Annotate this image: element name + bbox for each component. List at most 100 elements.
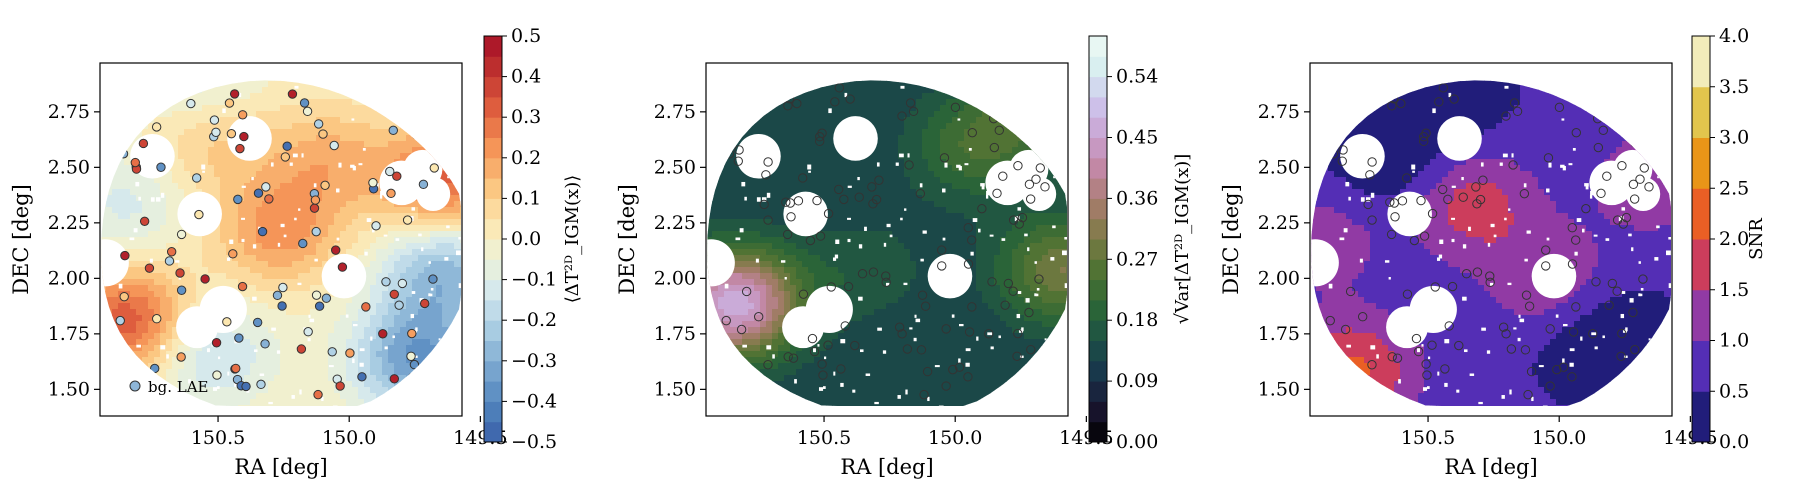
lae-marker (1008, 286, 1018, 296)
lae-marker (320, 180, 330, 191)
lae-marker (786, 212, 796, 222)
y-tick-label: 2.25 (1258, 212, 1300, 234)
colorbar-2: 0.54 0.45 0.36 0.27 0.18 0.09 0.00 √Var[ΔT²ᴰ_IG… (1088, 35, 1193, 453)
lae-marker (741, 286, 752, 297)
x-axis-label: RA [deg] (1444, 455, 1537, 479)
heatmap-1 (101, 80, 461, 407)
plot-frame (705, 62, 1069, 417)
lae-marker (1387, 352, 1397, 362)
lae-marker (1540, 245, 1551, 255)
lae-marker (345, 348, 355, 358)
lae-marker (1338, 145, 1348, 155)
lae-marker (1630, 344, 1640, 355)
lae-marker (1367, 157, 1377, 167)
lae-marker (874, 175, 884, 185)
colorbar-tick-label: 0.0 (1719, 431, 1749, 453)
lae-marker (222, 317, 232, 327)
lae-marker (1024, 307, 1034, 318)
lae-marker (1017, 212, 1028, 223)
lae-marker (280, 152, 291, 162)
colorbar-segment (484, 96, 502, 118)
lae-marker (1621, 212, 1632, 223)
colorbar-segment (1692, 86, 1710, 138)
lae-marker (1351, 374, 1361, 384)
colorbar-tick-label: 3.0 (1719, 127, 1749, 149)
colorbar-segment (484, 401, 502, 423)
y-tick-label: 2.75 (1258, 101, 1300, 123)
lae-marker (385, 166, 395, 177)
colorbar-tick-label: 0.1 (511, 187, 541, 209)
lae-marker (1639, 163, 1649, 173)
colorbar-tick-label: 1.0 (1719, 330, 1749, 352)
y-tick-label: 1.50 (654, 378, 696, 400)
lae-marker (119, 291, 129, 302)
colorbar-tick-label: −0.5 (511, 431, 557, 453)
lae-marker (264, 194, 274, 204)
lae-marker (299, 98, 310, 108)
lae-marker (303, 327, 313, 337)
lae-marker (915, 188, 926, 199)
lae-marker (817, 359, 827, 369)
lae-marker (164, 256, 175, 266)
lae-marker (138, 138, 149, 149)
y-axis-label: DEC [deg] (1219, 184, 1243, 295)
lae-marker (1567, 223, 1577, 233)
colorbar-segment (484, 218, 502, 240)
lae-marker (812, 195, 822, 206)
legend-marker (129, 380, 141, 392)
lae-marker (868, 267, 879, 277)
lae-marker (881, 277, 891, 288)
lae-marker (1475, 194, 1486, 205)
lae-marker (1554, 102, 1565, 113)
lae-marker (818, 370, 828, 380)
lae-marker (402, 215, 413, 225)
colorbar-tick-label: 0.2 (511, 147, 541, 169)
colorbar-1: 0.5 0.4 0.3 0.2 0.1 0.0 −0.1 −0.2 −0.3 −0.4 −0.5 ⟨Δ… (483, 25, 583, 453)
lae-marker (761, 170, 771, 180)
lae-marker (1567, 259, 1578, 269)
lae-marker (261, 182, 271, 192)
lae-marker (964, 327, 975, 337)
lae-marker (1520, 345, 1531, 355)
lae-marker (1024, 86, 1034, 97)
lae-marker (212, 370, 222, 380)
lae-marker (843, 281, 854, 292)
y-tick-label: 2.50 (654, 156, 696, 178)
lae-marker (917, 290, 928, 300)
lae-marker (763, 360, 773, 370)
colorbar-tick-label: 0.00 (1116, 431, 1158, 453)
lae-marker (984, 329, 994, 339)
heatmap-3 (1311, 80, 1671, 407)
lae-marker (1032, 90, 1043, 100)
lae-marker (166, 247, 177, 257)
lae-marker (411, 130, 422, 140)
lae-marker (1438, 83, 1449, 93)
colorbar-tick-label: 0.45 (1116, 127, 1158, 149)
mask-hole-3 (1437, 116, 1482, 161)
lae-marker (948, 364, 958, 375)
lae-marker (1598, 125, 1608, 136)
lae-marker (1501, 111, 1511, 121)
lae-marker (1411, 333, 1422, 344)
colorbar-segment (1692, 137, 1710, 189)
y-tick-label: 1.75 (48, 323, 90, 345)
y-tick-label: 2.50 (48, 156, 90, 178)
lae-marker (229, 89, 240, 99)
colorbar-label: SNR (1746, 218, 1767, 260)
lae-marker (992, 188, 1002, 199)
lae-marker (1026, 138, 1036, 148)
mask-hole-6 (176, 306, 219, 349)
lae-marker (721, 315, 731, 326)
lae-marker (1521, 290, 1532, 300)
lae-marker (823, 208, 834, 219)
lae-marker (1541, 261, 1551, 271)
lae-marker (1325, 315, 1335, 326)
mask-hole-1 (1340, 133, 1385, 179)
lae-marker (1367, 360, 1377, 370)
lae-marker (1628, 179, 1639, 190)
lae-marker (211, 127, 221, 137)
lae-marker (1581, 203, 1591, 214)
lae-marker (1421, 359, 1431, 369)
mask-hole-1 (736, 133, 781, 179)
lae-marker (1367, 215, 1377, 225)
